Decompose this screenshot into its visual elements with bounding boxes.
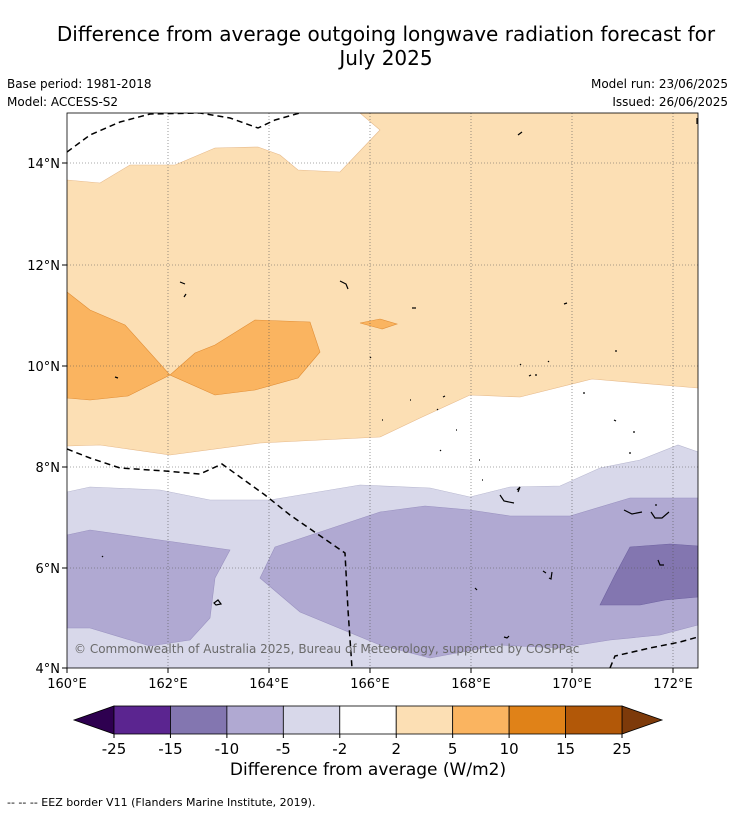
copyright-text: © Commonwealth of Australia 2025, Bureau… (74, 642, 579, 656)
title-line-1: Difference from average outgoing longwav… (56, 22, 716, 46)
lon-label: 170°E (552, 677, 592, 692)
model-run: Model run: 23/06/2025 (590, 77, 728, 91)
colorbar: -25 -15 -10 -5 -2 2 5 10 15 25 (72, 705, 664, 758)
colorbar-title: Difference from average (W/m2) (229, 760, 507, 780)
colorbar-tick-label: 10 (500, 740, 519, 758)
island-markers (101, 118, 698, 639)
colorbar-cell (565, 705, 623, 735)
title-line-2: July 2025 (339, 46, 433, 70)
colorbar-tick-label: 5 (448, 740, 458, 758)
lon-label: 168°E (451, 677, 491, 692)
map-area: © Commonwealth of Australia 2025, Bureau… (67, 113, 698, 668)
lon-axis: 160°E 162°E 164°E 166°E 168°E 170°E 172°… (47, 668, 693, 692)
colorbar-cell (226, 705, 284, 735)
colorbar-tick-label: -10 (215, 740, 240, 758)
region-positive-5-10-west (67, 291, 171, 401)
colorbar-cell (113, 705, 171, 735)
lat-label: 8°N (36, 461, 61, 476)
meta-left: Base period: 1981-2018 Model: ACCESS-S2 (7, 75, 152, 111)
lon-label: 160°E (47, 677, 87, 692)
region-positive-5-10-central (169, 319, 321, 396)
lon-label: 162°E (148, 677, 188, 692)
colorbar-tick-label: -25 (102, 740, 127, 758)
colorbar-cell (395, 705, 454, 735)
colorbar-tick-label: 2 (391, 740, 401, 758)
footnote: -- -- -- EEZ border V11 (Flanders Marine… (7, 796, 316, 809)
region-negative-5-10-west (67, 529, 231, 647)
lon-label: 172°E (653, 677, 693, 692)
region-positive-5-10-patch (359, 318, 399, 330)
lat-label: 6°N (36, 562, 61, 577)
model-name: Model: ACCESS-S2 (7, 95, 119, 109)
region-negative-10-15 (599, 543, 698, 606)
colorbar-cell (282, 705, 341, 735)
lat-axis: 14°N 12°N 10°N 8°N 6°N 4°N (27, 157, 67, 677)
colorbar-tick-label: 15 (556, 740, 575, 758)
lat-label: 4°N (36, 662, 61, 677)
lon-label: 164°E (249, 677, 289, 692)
lat-label: 14°N (27, 157, 60, 172)
colorbar-tick-label: -2 (332, 740, 347, 758)
colorbar-cell (508, 705, 566, 735)
colorbar-low-extend (72, 705, 115, 735)
lon-label: 166°E (350, 677, 390, 692)
region-negative-5-10-east (259, 497, 698, 659)
gridlines (67, 113, 698, 668)
map-frame (66, 112, 699, 669)
lat-label: 12°N (27, 259, 60, 274)
colorbar-high-extend (621, 705, 664, 735)
chart-title: Difference from average outgoing longwav… (0, 22, 736, 70)
colorbar-tick-label: 25 (612, 740, 631, 758)
eez-borders (67, 113, 698, 668)
lat-label: 10°N (27, 360, 60, 375)
base-period: Base period: 1981-2018 (7, 77, 152, 91)
colorbar-cell (170, 705, 228, 735)
colorbar-cell (452, 705, 510, 735)
meta-right: Model run: 23/06/2025 Issued: 26/06/2025 (591, 75, 728, 111)
colorbar-tick-label: -15 (158, 740, 183, 758)
issued-date: Issued: 26/06/2025 (612, 95, 728, 109)
colorbar-cell (339, 705, 397, 735)
colorbar-tick-label: -5 (276, 740, 291, 758)
